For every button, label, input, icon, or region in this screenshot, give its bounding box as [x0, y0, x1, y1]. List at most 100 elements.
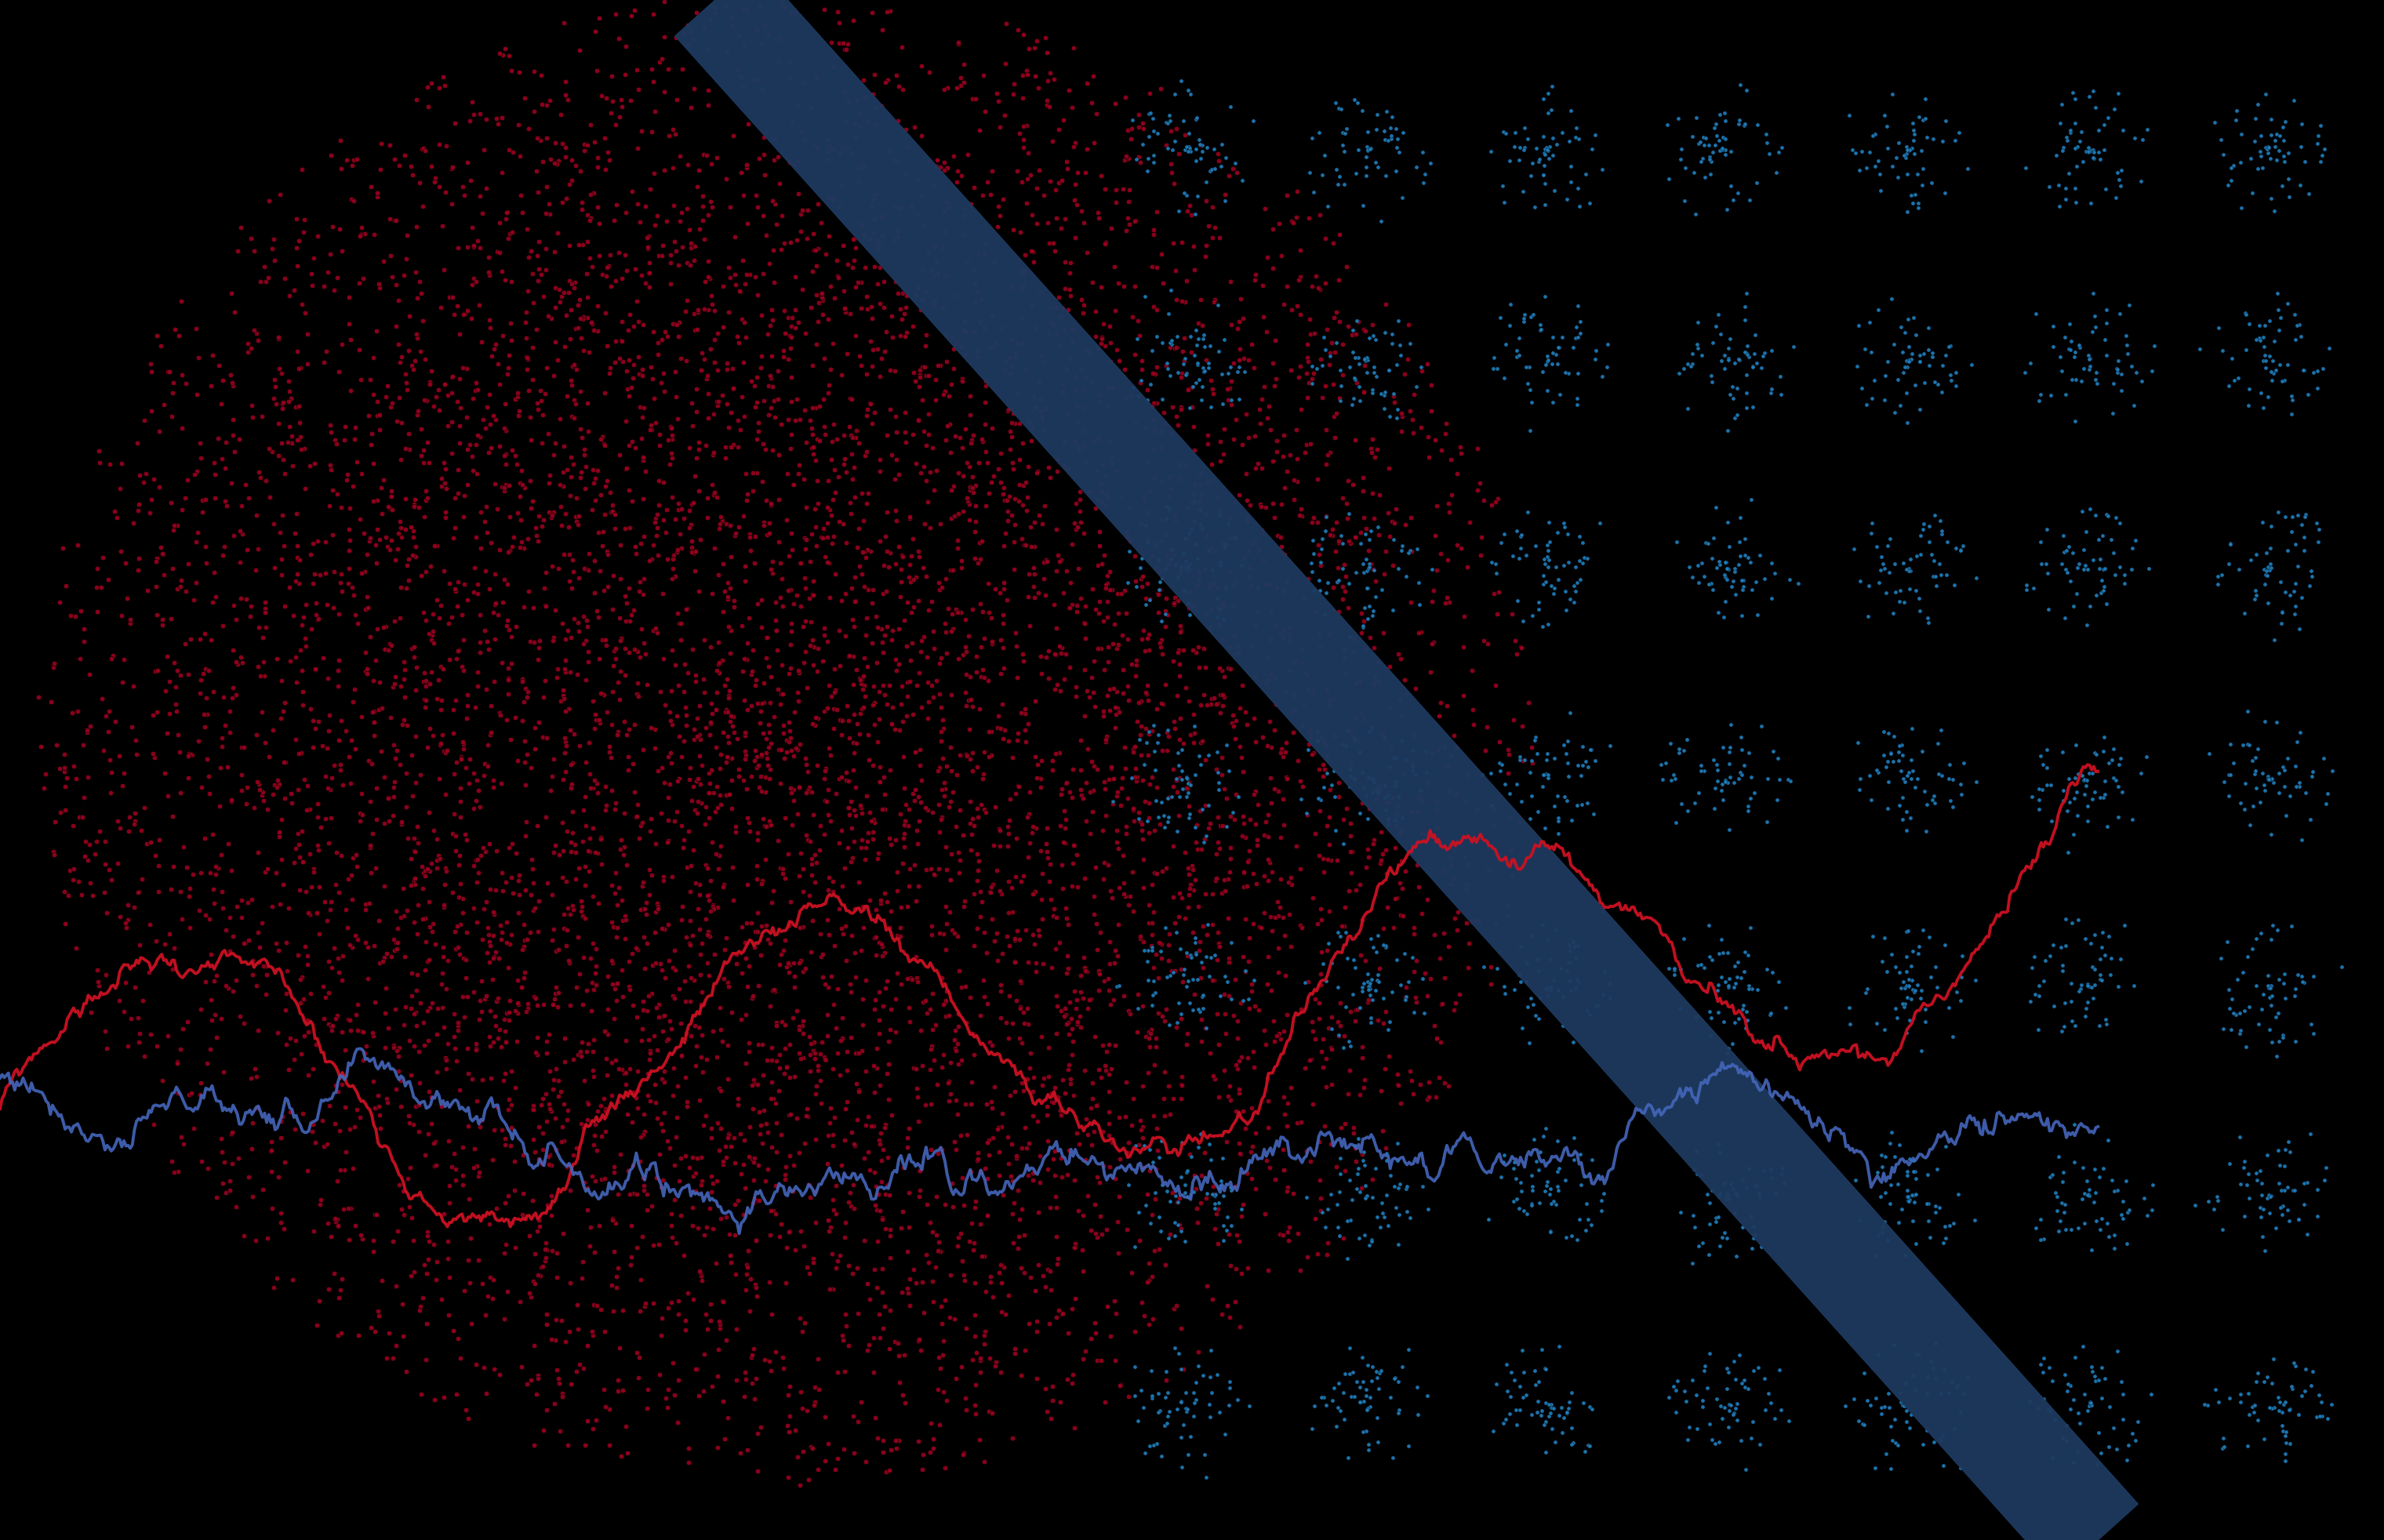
Point	[1898, 162, 1936, 186]
Point	[813, 31, 851, 55]
Point	[2029, 596, 2067, 621]
Point	[915, 388, 954, 413]
Point	[341, 507, 379, 531]
Point	[2043, 92, 2081, 117]
Point	[103, 670, 141, 695]
Point	[1180, 744, 1218, 768]
Point	[920, 578, 958, 602]
Point	[1013, 1080, 1051, 1104]
Point	[679, 297, 718, 322]
Point	[1295, 179, 1333, 203]
Point	[1221, 1314, 1259, 1338]
Point	[479, 701, 517, 725]
Point	[331, 186, 370, 211]
Point	[615, 636, 653, 661]
Point	[668, 1143, 706, 1167]
Point	[853, 578, 892, 602]
Point	[601, 625, 639, 650]
Point	[718, 819, 756, 844]
Point	[1111, 126, 1149, 151]
Point	[1726, 308, 1764, 333]
Point	[229, 929, 267, 953]
Point	[1035, 1374, 1073, 1398]
Point	[951, 474, 989, 499]
Point	[2045, 557, 2084, 582]
Point	[756, 270, 794, 294]
Point	[1500, 545, 1538, 570]
Point	[353, 668, 391, 693]
Point	[386, 761, 424, 785]
Point	[2031, 1400, 2069, 1424]
Point	[567, 1090, 606, 1115]
Point	[2081, 581, 2119, 605]
Point	[1862, 1221, 1900, 1246]
Point	[482, 1361, 520, 1386]
Point	[1190, 537, 1228, 562]
Point	[222, 906, 260, 930]
Point	[544, 11, 582, 35]
Point	[1199, 947, 1237, 972]
Point	[1778, 571, 1817, 596]
Point	[820, 265, 858, 290]
Point	[1218, 568, 1256, 593]
Point	[625, 524, 663, 548]
Point	[746, 510, 784, 534]
Point	[472, 1033, 510, 1058]
Point	[1693, 149, 1731, 174]
Point	[751, 932, 789, 956]
Point	[1166, 956, 1204, 981]
Point	[1938, 979, 1976, 1004]
Point	[1526, 152, 1564, 177]
Point	[586, 433, 625, 457]
Point	[446, 1278, 484, 1303]
Point	[858, 1173, 896, 1198]
Point	[701, 1315, 739, 1340]
Point	[181, 998, 219, 1023]
Point	[334, 574, 372, 599]
Point	[1092, 676, 1130, 701]
Point	[203, 1140, 241, 1164]
Point	[1926, 1214, 1964, 1238]
Point	[799, 636, 837, 661]
Point	[1395, 1081, 1433, 1106]
Point	[658, 407, 696, 431]
Point	[1261, 825, 1299, 850]
Point	[1147, 542, 1185, 567]
Point	[617, 1183, 656, 1207]
Point	[653, 424, 691, 448]
Point	[851, 391, 889, 416]
Point	[551, 1178, 589, 1203]
Point	[813, 504, 851, 528]
Point	[508, 300, 546, 325]
Point	[272, 648, 310, 673]
Point	[1159, 904, 1197, 929]
Point	[777, 387, 815, 411]
Point	[1383, 186, 1421, 211]
Point	[498, 112, 536, 137]
Point	[1502, 1374, 1540, 1398]
Point	[887, 1238, 925, 1263]
Point	[429, 1246, 467, 1270]
Point	[126, 1044, 164, 1069]
Point	[882, 557, 920, 582]
Point	[1886, 995, 1924, 1019]
Point	[1554, 590, 1593, 614]
Point	[1168, 941, 1206, 966]
Point	[901, 297, 939, 322]
Point	[405, 958, 443, 983]
Point	[892, 668, 930, 693]
Point	[746, 741, 784, 765]
Point	[1120, 368, 1159, 393]
Point	[839, 430, 877, 454]
Point	[927, 75, 966, 100]
Point	[1013, 239, 1051, 263]
Point	[284, 693, 322, 718]
Point	[532, 1058, 570, 1083]
Point	[985, 533, 1023, 557]
Point	[1826, 1394, 1864, 1418]
Point	[527, 593, 565, 618]
Point	[877, 270, 915, 294]
Point	[343, 1018, 381, 1043]
Point	[1116, 274, 1154, 299]
Point	[975, 795, 1013, 819]
